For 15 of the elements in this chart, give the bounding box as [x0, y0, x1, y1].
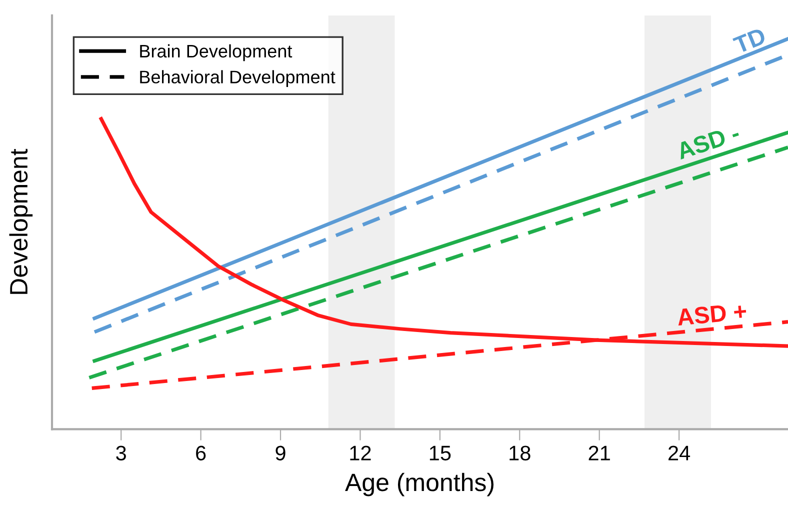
- y-axis-title: Development: [9, 148, 33, 294]
- x-tick-label: 9: [276, 446, 286, 460]
- x-tick-label: 18: [510, 446, 530, 460]
- x-tick-label: 6: [196, 446, 206, 460]
- x-axis-title: Age (months): [345, 472, 494, 496]
- x-tick-label: 21: [588, 446, 610, 460]
- annotation: ASD +: [676, 302, 747, 326]
- annotation: TD: [732, 27, 767, 54]
- annotation: ASD -: [676, 124, 740, 160]
- x-tick-label: 3: [116, 446, 126, 460]
- x-tick-label: 15: [430, 446, 451, 460]
- legend-label: Brain Development: [140, 44, 292, 62]
- legend-label: Behavioral Development: [140, 70, 336, 87]
- x-tick-label: 12: [350, 446, 371, 460]
- x-tick-label: 24: [668, 446, 690, 460]
